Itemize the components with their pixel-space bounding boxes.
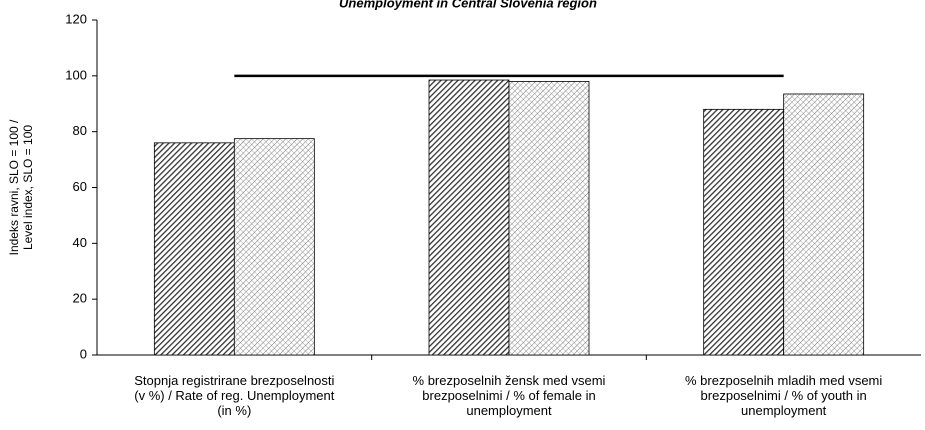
y-tick-label: 120 — [65, 11, 87, 26]
bar — [153, 142, 235, 356]
y-tick-label: 80 — [73, 123, 87, 138]
bar — [783, 93, 865, 356]
x-tick-label: % brezposelnih mladih med vsemi brezpose… — [685, 373, 883, 418]
bar — [428, 79, 510, 356]
bar — [703, 108, 785, 356]
bar — [233, 138, 315, 356]
x-tick-label: % brezposelnih žensk med vsemi brezposel… — [412, 373, 606, 418]
y-tick-label: 20 — [73, 291, 87, 306]
y-tick-label: 40 — [73, 235, 87, 250]
y-tick-label: 100 — [65, 67, 87, 82]
y-axis-label: Indeks ravni, SLO = 100 /Level index, SL… — [7, 119, 35, 255]
y-tick-label: 60 — [73, 179, 87, 194]
bar — [508, 81, 590, 356]
chart-title: Unemployment in Central Slovenia region — [339, 0, 597, 10]
x-tick-label: Stopnja registrirane brezposelnosti (v %… — [134, 373, 335, 418]
y-tick-label: 0 — [80, 346, 87, 361]
